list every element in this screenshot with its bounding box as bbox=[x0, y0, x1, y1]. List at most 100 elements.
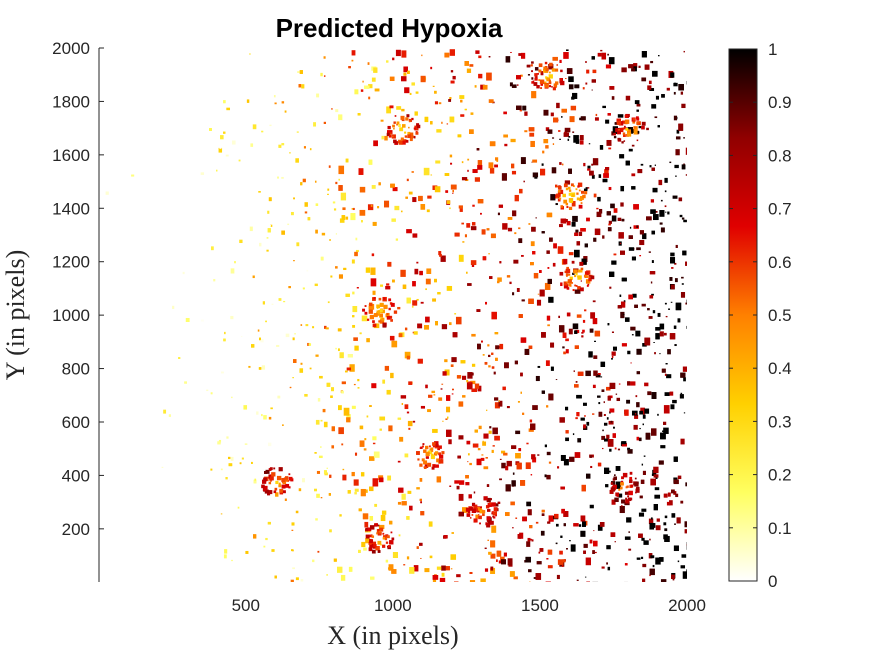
hotspot-cell bbox=[389, 315, 393, 319]
heatmap-cell bbox=[608, 420, 614, 425]
heatmap-cell bbox=[414, 125, 419, 131]
hotspot-cell bbox=[492, 511, 497, 516]
heatmap-cell bbox=[406, 178, 409, 182]
hotspot-cell bbox=[577, 275, 582, 280]
heatmap-cell bbox=[156, 390, 159, 395]
heatmap-cell bbox=[372, 436, 377, 441]
y-axis-label: Y (in pixels) bbox=[1, 250, 30, 380]
heatmap-cell bbox=[589, 328, 594, 333]
heatmap-cell bbox=[659, 353, 661, 355]
heatmap-cell bbox=[497, 277, 502, 282]
heatmap-cell bbox=[403, 564, 406, 566]
y-tick-label: 1800 bbox=[52, 92, 90, 111]
x-axis-label: X (in pixels) bbox=[327, 621, 458, 650]
heatmap-cell bbox=[604, 467, 610, 474]
heatmap-cell bbox=[664, 392, 670, 396]
heatmap-cell bbox=[686, 325, 687, 329]
heatmap-cell bbox=[660, 227, 665, 233]
heatmap-cell bbox=[591, 56, 595, 60]
hotspot-cell bbox=[549, 62, 553, 67]
heatmap-cell bbox=[358, 549, 361, 553]
heatmap-cell bbox=[575, 381, 578, 383]
hotspot-cell bbox=[636, 139, 639, 142]
hotspot-cell bbox=[393, 139, 397, 144]
heatmap-cell bbox=[522, 105, 527, 111]
heatmap-cell bbox=[445, 566, 450, 571]
heatmap-cell bbox=[526, 442, 529, 445]
heatmap-cell bbox=[347, 490, 351, 494]
heatmap-cell bbox=[631, 128, 636, 134]
heatmap-cell bbox=[618, 493, 623, 498]
heatmap-cell bbox=[402, 284, 407, 289]
heatmap-cell bbox=[333, 208, 337, 211]
heatmap-cell bbox=[486, 228, 490, 231]
heatmap-cell bbox=[617, 305, 622, 309]
heatmap-cell bbox=[518, 238, 523, 244]
heatmap-cell bbox=[562, 559, 566, 563]
colorbar-tick-label: 0.9 bbox=[768, 93, 792, 112]
heatmap-cell bbox=[495, 157, 499, 161]
hotspot-cell bbox=[560, 206, 565, 210]
hotspot-cell bbox=[376, 532, 379, 535]
heatmap-cell bbox=[580, 530, 586, 537]
heatmap-cell bbox=[438, 102, 442, 105]
hotspot-cell bbox=[576, 192, 579, 195]
heatmap-cell bbox=[646, 216, 652, 221]
heatmap-cell bbox=[477, 448, 481, 451]
heatmap-cell bbox=[601, 389, 605, 392]
heatmap-cell bbox=[565, 78, 567, 79]
heatmap-cell bbox=[401, 50, 407, 58]
heatmap-cells bbox=[105, 49, 687, 582]
heatmap-cell bbox=[659, 331, 664, 337]
heatmap-cell bbox=[465, 482, 470, 486]
hotspot-cell bbox=[399, 127, 404, 132]
heatmap-cell bbox=[598, 411, 603, 417]
heatmap-cell bbox=[309, 367, 312, 370]
heatmap-cell bbox=[358, 508, 362, 512]
heatmap-cell bbox=[541, 509, 545, 513]
heatmap-cell bbox=[605, 167, 610, 171]
heatmap-cell bbox=[681, 164, 686, 170]
heatmap-cell bbox=[346, 367, 351, 371]
heatmap-cell bbox=[324, 325, 327, 329]
heatmap-cell bbox=[596, 207, 599, 210]
heatmap-cell bbox=[546, 405, 549, 408]
heatmap-cell bbox=[261, 130, 264, 133]
heatmap-cell bbox=[332, 201, 336, 204]
heatmap-cell bbox=[262, 301, 265, 305]
heatmap-cell bbox=[579, 117, 582, 121]
heatmap-cell bbox=[540, 168, 546, 176]
heatmap-cell bbox=[626, 399, 631, 404]
heatmap-cell bbox=[401, 402, 404, 405]
heatmap-cell bbox=[314, 488, 318, 492]
heatmap-cell bbox=[378, 524, 385, 530]
heatmap-cell bbox=[674, 164, 679, 169]
hotspot-cell bbox=[622, 120, 626, 124]
heatmap-cell bbox=[615, 466, 621, 471]
heatmap-cell bbox=[680, 292, 686, 298]
heatmap-cell bbox=[398, 487, 404, 493]
hotspot-cell bbox=[615, 127, 620, 133]
heatmap-cell bbox=[298, 84, 302, 88]
heatmap-cell bbox=[588, 143, 591, 145]
heatmap-cell bbox=[409, 567, 415, 574]
heatmap-cell bbox=[501, 462, 506, 469]
hotspot-cell bbox=[588, 277, 592, 282]
heatmap-cell bbox=[529, 581, 531, 582]
heatmap-cell bbox=[547, 278, 552, 284]
hotspot-cell bbox=[400, 137, 404, 141]
hotspot-cell bbox=[622, 134, 626, 137]
heatmap-cell bbox=[542, 150, 545, 154]
heatmap-cell bbox=[647, 85, 652, 90]
heatmap-cell bbox=[482, 441, 487, 446]
heatmap-cell bbox=[389, 76, 395, 82]
heatmap-cell bbox=[341, 381, 346, 385]
heatmap-cell bbox=[206, 389, 209, 392]
heatmap-cell bbox=[477, 343, 481, 350]
heatmap-cell bbox=[436, 476, 442, 483]
heatmap-cell bbox=[354, 492, 357, 495]
heatmap-cell bbox=[678, 83, 684, 91]
heatmap-cell bbox=[293, 260, 295, 262]
heatmap-cell bbox=[419, 270, 423, 276]
heatmap-cell bbox=[470, 112, 474, 115]
